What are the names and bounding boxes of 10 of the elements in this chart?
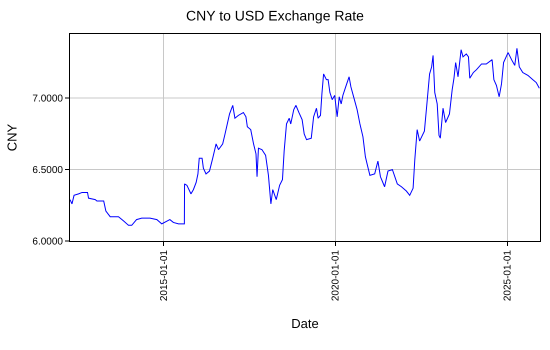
x-tick-label: 2025-01-01: [502, 250, 514, 302]
x-axis-title: Date: [291, 316, 319, 331]
chart-title: CNY to USD Exchange Rate: [186, 7, 364, 24]
y-axis-title: CNY: [4, 123, 20, 152]
line-series: [70, 48, 540, 226]
x-tick-label: 2015-01-01: [158, 250, 170, 302]
y-tick-label: 6.5000: [32, 165, 64, 176]
y-tick-label: 7.0000: [32, 94, 64, 105]
x-tick-label: 2020-01-01: [330, 250, 342, 302]
y-tick-label: 6.0000: [32, 236, 64, 248]
